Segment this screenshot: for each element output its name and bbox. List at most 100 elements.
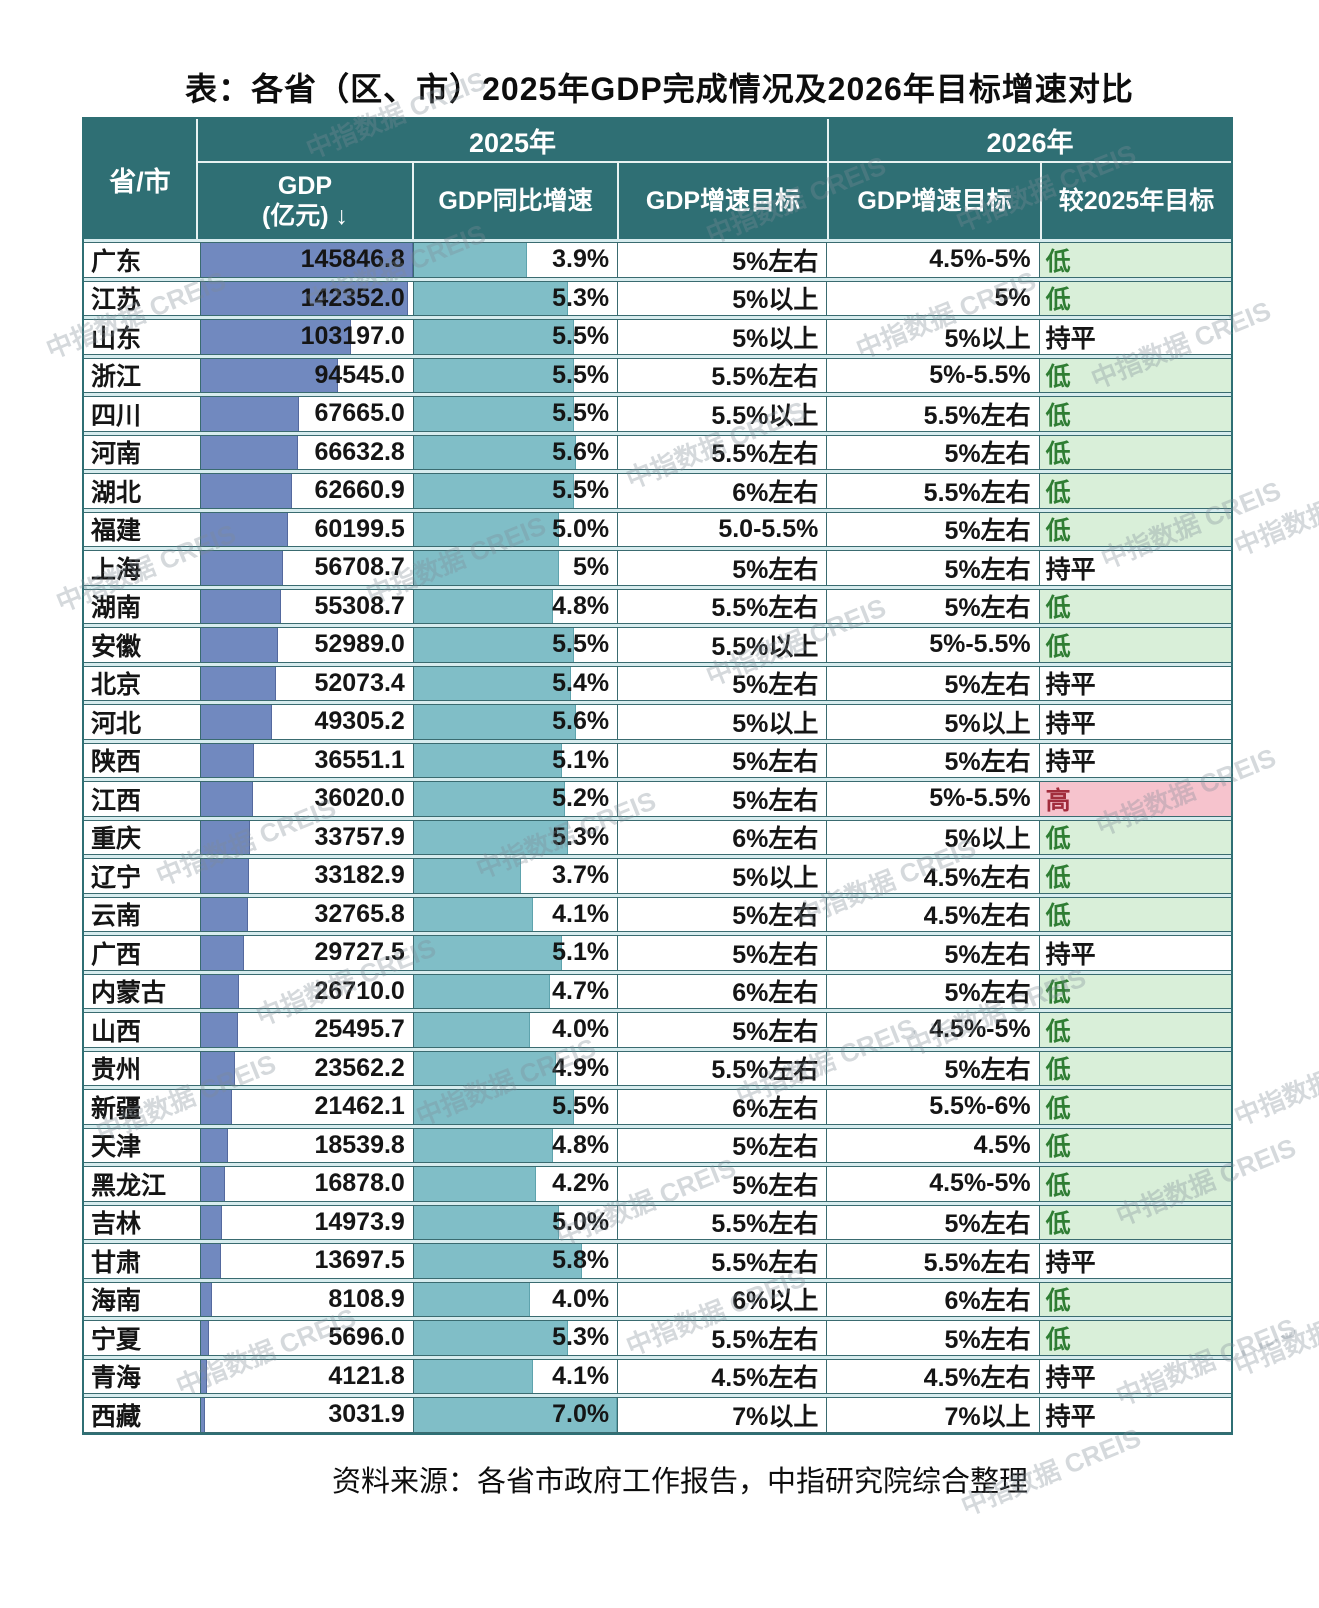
gdp-value: 18539.8 — [314, 1130, 405, 1159]
target-2026-value: 5%-5.5% — [929, 360, 1031, 389]
yoy-bar — [413, 1321, 568, 1355]
province-name: 湖北 — [91, 478, 142, 507]
target-2026-cell: 5.5%左右 — [826, 473, 1039, 509]
province-cell: 广西 — [84, 935, 200, 971]
gdp-cell: 145846.8 — [199, 242, 413, 278]
table-row: 北京 52073.4 5.4% 5%左右 5%左右 持平 — [84, 665, 1231, 701]
target-2025-value: 5.5%左右 — [711, 440, 819, 469]
target-2025-cell: 5%左右 — [617, 550, 827, 586]
province-name: 浙江 — [91, 363, 142, 392]
province-cell: 新疆 — [84, 1089, 200, 1125]
target-2025-cell: 5%左右 — [617, 896, 827, 932]
gdp-bar — [200, 243, 413, 277]
target-2026-cell: 4.5%左右 — [826, 858, 1039, 894]
watermark-text: 中指数据 CREIS — [1229, 462, 1319, 562]
target-2026-value: 5.5%左右 — [923, 401, 1031, 430]
header-year-groups: 2025年 2026年 — [198, 119, 1231, 163]
target-2026-value: 5.5%-6% — [929, 1092, 1031, 1121]
yoy-bar — [413, 281, 568, 315]
yoy-cell: 5.6% — [412, 434, 618, 470]
yoy-cell: 4.0% — [412, 1012, 618, 1048]
vs-2025-label: 持平 — [1045, 1248, 1096, 1277]
vs-2025-cell: 低 — [1038, 396, 1231, 432]
target-2026-cell: 5.5%左右 — [826, 396, 1039, 432]
target-2026-cell: 5%左右 — [826, 935, 1039, 971]
vs-2025-cell: 持平 — [1038, 1243, 1231, 1279]
target-2026-cell: 5%左右 — [826, 665, 1039, 701]
province-cell: 青海 — [84, 1358, 200, 1394]
target-2025-cell: 5%以上 — [617, 280, 827, 316]
gdp-value: 36020.0 — [314, 784, 405, 813]
vs-2025-cell: 低 — [1038, 473, 1231, 509]
target-2026-cell: 5%-5.5% — [826, 357, 1039, 393]
table-row: 天津 18539.8 4.8% 5%左右 4.5% 低 — [84, 1127, 1231, 1163]
province-cell: 宁夏 — [84, 1320, 200, 1356]
yoy-value: 4.0% — [552, 1284, 610, 1313]
vs-2025-cell: 持平 — [1038, 1397, 1231, 1433]
gdp-cell: 33182.9 — [199, 858, 413, 894]
yoy-value: 5.5% — [552, 476, 610, 505]
target-2026-cell: 5%左右 — [826, 742, 1039, 778]
table-row: 安徽 52989.0 5.5% 5.5%以上 5%-5.5% 低 — [84, 627, 1231, 663]
table-row: 内蒙古 26710.0 4.7% 6%左右 5%左右低 — [84, 973, 1231, 1009]
gdp-cell: 36020.0 — [199, 781, 413, 817]
yoy-value: 3.9% — [552, 245, 610, 274]
target-2026-value: 5.5%左右 — [923, 478, 1031, 507]
province-cell: 浙江 — [84, 357, 200, 393]
target-2025-value: 6%以上 — [732, 1287, 819, 1316]
yoy-value: 7.0% — [552, 1400, 610, 1429]
gdp-value: 8108.9 — [328, 1284, 405, 1313]
vs-2025-label: 低 — [1045, 440, 1071, 469]
province-name: 海南 — [91, 1287, 142, 1316]
gdp-bar — [200, 281, 408, 315]
yoy-bar — [413, 358, 574, 392]
gdp-bar — [200, 743, 254, 777]
page-title: 表：各省（区、市）2025年GDP完成情况及2026年目标增速对比 — [185, 71, 1134, 107]
header-group-2025: 2025年 — [468, 127, 557, 158]
yoy-cell: 5.0% — [412, 1204, 618, 1240]
gdp-bar — [200, 1321, 209, 1355]
yoy-bar — [413, 859, 522, 893]
target-2025-cell: 6%左右 — [617, 1089, 827, 1125]
target-2026-cell: 5%以上 — [826, 704, 1039, 740]
header-target-2026-column: GDP增速目标 — [827, 163, 1040, 239]
target-2025-value: 5%左右 — [732, 247, 819, 276]
yoy-cell: 5.2% — [412, 781, 618, 817]
gdp-bar — [200, 1282, 213, 1316]
table-row: 宁夏 5696.0 5.3% 5.5%左右 5%左右低 — [84, 1320, 1231, 1356]
target-2025-cell: 5.5%以上 — [617, 627, 827, 663]
gdp-cell: 23562.2 — [199, 1050, 413, 1086]
gdp-bar — [200, 705, 273, 739]
target-2025-cell: 5.5%左右 — [617, 1050, 827, 1086]
target-2025-value: 5.5%左右 — [711, 1210, 819, 1239]
province-name: 内蒙古 — [91, 979, 167, 1008]
yoy-cell: 7.0% — [412, 1397, 618, 1433]
target-2025-cell: 5%左右 — [617, 781, 827, 817]
province-name: 江西 — [91, 786, 142, 815]
vs-2025-label: 低 — [1045, 517, 1071, 546]
province-name: 云南 — [91, 902, 142, 931]
table-row: 甘肃 13697.5 5.8% 5.5%左右 5.5%左右 持平 — [84, 1243, 1231, 1279]
province-cell: 河北 — [84, 704, 200, 740]
province-name: 河南 — [91, 440, 142, 469]
gdp-value: 32765.8 — [314, 899, 405, 928]
gdp-bar — [200, 1244, 221, 1278]
yoy-value: 4.1% — [552, 899, 610, 928]
province-name: 天津 — [91, 1133, 142, 1162]
target-2025-cell: 5%以上 — [617, 858, 827, 894]
header-gdp-line2: (亿元) ↓ — [262, 201, 348, 231]
yoy-cell: 5.8% — [412, 1243, 618, 1279]
target-2025-value: 5%左右 — [732, 902, 819, 931]
yoy-cell: 5.3% — [412, 1320, 618, 1356]
vs-2025-label: 持平 — [1045, 709, 1096, 738]
target-2026-value: 4.5%左右 — [923, 1364, 1031, 1393]
yoy-value: 5.1% — [552, 745, 610, 774]
province-cell: 重庆 — [84, 819, 200, 855]
yoy-cell: 5.3% — [412, 819, 618, 855]
header-gdp-line1: GDP — [277, 172, 333, 200]
target-2025-cell: 5%以上 — [617, 704, 827, 740]
gdp-value: 67665.0 — [314, 399, 405, 428]
province-cell: 上海 — [84, 550, 200, 586]
province-cell: 吉林 — [84, 1204, 200, 1240]
target-2025-cell: 5.5%左右 — [617, 357, 827, 393]
